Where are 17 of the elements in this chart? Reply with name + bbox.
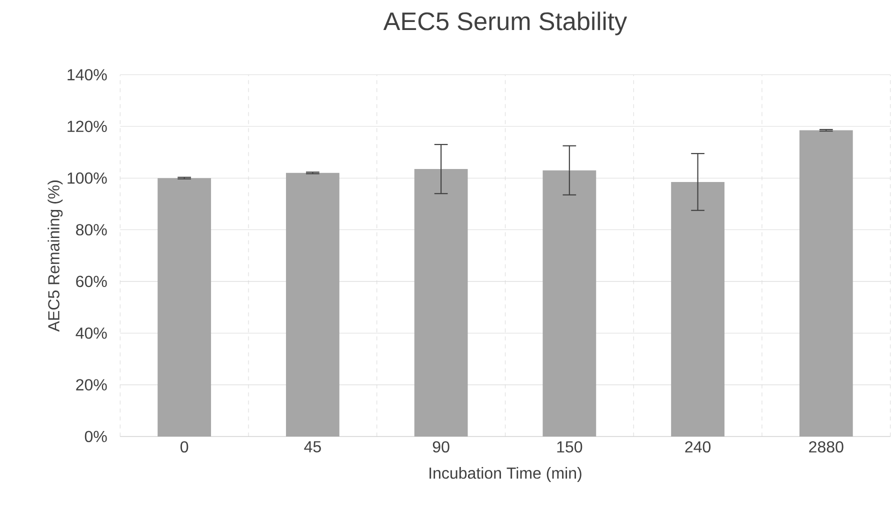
y-axis-title: AEC5 Remaining (%) xyxy=(48,180,63,332)
x-tick-label: 0 xyxy=(180,441,188,453)
y-tick-label: 140% xyxy=(68,69,107,81)
x-tick-label: 90 xyxy=(432,441,450,453)
x-tick-label: 150 xyxy=(557,441,582,453)
y-tick-label: 20% xyxy=(76,379,107,391)
y-tick-label: 60% xyxy=(76,276,107,288)
y-tick-label: 120% xyxy=(68,120,107,132)
x-tick-label: 240 xyxy=(685,441,711,453)
y-tick-label: 0% xyxy=(84,431,107,442)
x-axis-title: Incubation Time (min) xyxy=(430,467,582,482)
y-tick-label: 100% xyxy=(68,172,107,184)
y-tick-label: 40% xyxy=(76,328,107,339)
x-tick-label: 45 xyxy=(304,441,321,453)
x-tick-label: 2880 xyxy=(809,441,844,453)
y-tick-label: 80% xyxy=(76,224,107,236)
chart-title: AEC5 Serum Stability xyxy=(383,12,628,36)
